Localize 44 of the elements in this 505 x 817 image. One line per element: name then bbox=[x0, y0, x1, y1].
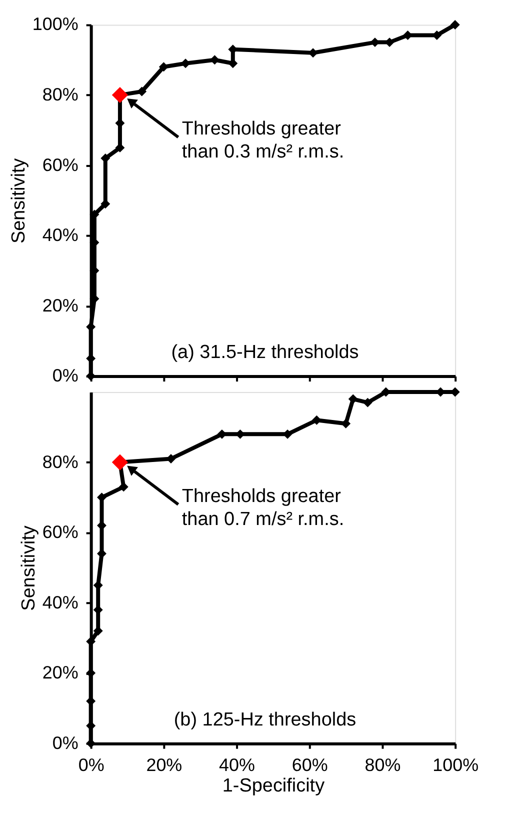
x-tick-label: 100% bbox=[432, 754, 479, 775]
y-axis-title: Sensitivity bbox=[8, 158, 30, 244]
x-axis-title: 1-Specificity bbox=[222, 776, 326, 797]
point bbox=[100, 199, 110, 209]
point bbox=[362, 398, 372, 408]
y-tick-label: 20% bbox=[42, 295, 78, 316]
point bbox=[112, 454, 128, 470]
y-tick-label: 0% bbox=[52, 732, 78, 753]
y-tick-label: 0% bbox=[52, 366, 78, 386]
point bbox=[210, 55, 220, 65]
point bbox=[228, 58, 238, 68]
y-tick-label: 80% bbox=[42, 452, 78, 472]
annotation: Thresholds greater than 0.7 m/s² r.m.s. bbox=[182, 486, 344, 530]
y-tick-label: 100% bbox=[32, 14, 78, 34]
point bbox=[90, 294, 100, 304]
y-tick-label: 40% bbox=[42, 592, 78, 612]
point bbox=[403, 30, 412, 40]
point bbox=[341, 418, 351, 428]
y-tick-label: 60% bbox=[42, 522, 78, 542]
x-tick-label: 60% bbox=[292, 754, 328, 775]
point bbox=[158, 62, 168, 72]
point bbox=[450, 20, 460, 30]
y-tick-label: 80% bbox=[42, 84, 78, 104]
point bbox=[348, 394, 358, 404]
point bbox=[93, 626, 103, 636]
point bbox=[180, 58, 190, 68]
y-tick-label: 60% bbox=[42, 154, 78, 175]
y-axis-title: Sensitivity bbox=[18, 524, 40, 611]
point bbox=[312, 415, 322, 425]
x-tick-label: 0% bbox=[78, 754, 104, 775]
x-tick-label: 80% bbox=[364, 754, 401, 775]
x-tick-label: 40% bbox=[219, 754, 256, 775]
text: (a) 31.5-Hz thresholds bbox=[171, 342, 359, 364]
point bbox=[93, 580, 103, 590]
x-tick-label: 20% bbox=[146, 754, 182, 775]
y-tick-label: 40% bbox=[42, 225, 78, 246]
point bbox=[118, 482, 128, 492]
annotation: Thresholds greater than 0.3 m/s² r.m.s. bbox=[182, 118, 344, 163]
point bbox=[137, 86, 147, 96]
point bbox=[100, 154, 110, 163]
point bbox=[112, 86, 128, 104]
text: (b) 125-Hz thresholds bbox=[174, 709, 356, 730]
point bbox=[86, 721, 96, 730]
y-tick-label: 20% bbox=[42, 662, 78, 683]
